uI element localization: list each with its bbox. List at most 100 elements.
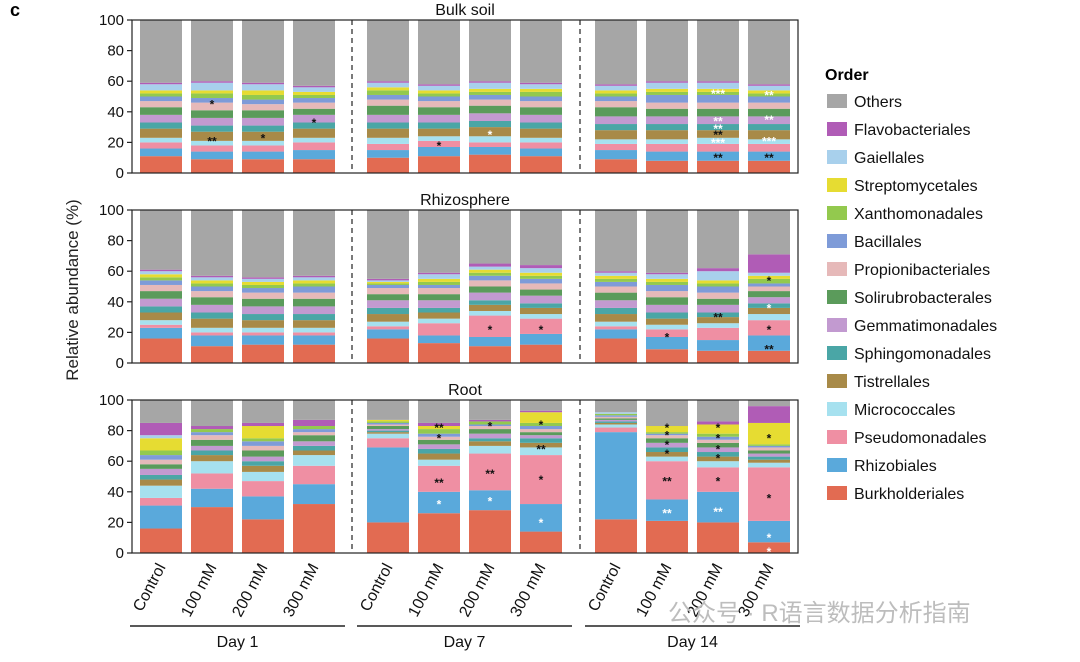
plot-frame bbox=[131, 19, 799, 174]
legend-title: Order bbox=[825, 67, 869, 84]
bar-segment bbox=[646, 447, 688, 453]
bar-segment bbox=[748, 254, 790, 273]
bar-segment bbox=[646, 210, 688, 273]
legend-item: Flavobacteriales bbox=[827, 122, 971, 139]
bar-segment bbox=[748, 108, 790, 117]
y-tick-label: 100 bbox=[99, 392, 124, 409]
bar-segment bbox=[595, 101, 637, 108]
bar bbox=[748, 20, 790, 173]
bar-segment bbox=[697, 317, 739, 324]
bar-segment bbox=[191, 151, 233, 160]
bar-segment bbox=[697, 210, 739, 269]
bar-segment bbox=[646, 284, 688, 292]
bar-segment bbox=[242, 422, 284, 427]
bar-segment bbox=[367, 422, 409, 425]
bar-segment bbox=[140, 137, 182, 143]
bar-segment bbox=[140, 422, 182, 436]
bar-segment bbox=[697, 298, 739, 305]
bar-segment bbox=[520, 333, 562, 345]
bar-segment bbox=[367, 400, 409, 420]
bar-segment bbox=[242, 438, 284, 442]
bar bbox=[520, 20, 562, 173]
bar-segment bbox=[191, 93, 233, 99]
bar-segment bbox=[418, 136, 460, 141]
bar-segment bbox=[520, 107, 562, 115]
bar-segment bbox=[595, 20, 637, 85]
bar bbox=[697, 400, 739, 553]
legend-swatch bbox=[827, 346, 847, 360]
bar-segment bbox=[140, 505, 182, 529]
bar-segment bbox=[293, 87, 335, 92]
bar-segment bbox=[140, 455, 182, 460]
bar-segment bbox=[293, 275, 335, 278]
bar-segment bbox=[646, 456, 688, 462]
bar-segment bbox=[748, 456, 790, 460]
bar-segment bbox=[748, 453, 790, 457]
bar-segment bbox=[418, 122, 460, 129]
bar-segment bbox=[367, 288, 409, 295]
bar-segment bbox=[293, 137, 335, 143]
bar-segment bbox=[418, 20, 460, 85]
bar-segment bbox=[748, 96, 790, 103]
bar-segment bbox=[595, 314, 637, 322]
bar-segment bbox=[646, 452, 688, 457]
bar-segment bbox=[469, 113, 511, 121]
panel-title: Root bbox=[448, 382, 482, 399]
bar-segment bbox=[191, 432, 233, 436]
bar-segment bbox=[367, 137, 409, 144]
bar-segment bbox=[520, 455, 562, 505]
bar-segment bbox=[140, 327, 182, 339]
bar-segment bbox=[595, 275, 637, 279]
bar-segment bbox=[697, 280, 739, 284]
bar-segment bbox=[697, 130, 739, 138]
bar-segment bbox=[748, 320, 790, 336]
bar-segment bbox=[367, 419, 409, 422]
bar-segment bbox=[469, 336, 511, 347]
bar-segment bbox=[140, 479, 182, 486]
bar-segment bbox=[520, 137, 562, 143]
bar-segment bbox=[418, 85, 460, 91]
y-tick-label: 0 bbox=[116, 355, 124, 372]
legend-swatch bbox=[827, 402, 847, 416]
bar-segment bbox=[697, 433, 739, 437]
bar-segment bbox=[191, 332, 233, 336]
bar bbox=[242, 20, 284, 173]
bar-segment bbox=[748, 291, 790, 298]
bar-segment bbox=[242, 441, 284, 446]
y-tick-label: 20 bbox=[107, 324, 124, 341]
legend-label: Tistrellales bbox=[854, 374, 930, 391]
bar-segment bbox=[697, 456, 739, 462]
bar-segment bbox=[418, 300, 460, 308]
y-tick-label: 40 bbox=[107, 484, 124, 501]
bar-segment bbox=[748, 462, 790, 468]
bar bbox=[293, 20, 335, 173]
bar-segment bbox=[140, 82, 182, 85]
legend-label: Xanthomonadales bbox=[854, 206, 983, 223]
legend-label: Streptomycetales bbox=[854, 178, 978, 195]
bar-segment bbox=[520, 426, 562, 430]
legend-item: Streptomycetales bbox=[827, 178, 978, 195]
bar-segment bbox=[748, 307, 790, 315]
bar-segment bbox=[469, 346, 511, 363]
legend-label: Solirubrobacterales bbox=[854, 290, 992, 307]
bar-segment bbox=[140, 468, 182, 475]
bar bbox=[469, 400, 511, 553]
bar-segment bbox=[520, 82, 562, 85]
bar-segment bbox=[293, 94, 335, 99]
bar-segment bbox=[748, 520, 790, 543]
bar-segment bbox=[469, 142, 511, 147]
significance-label: * bbox=[488, 494, 493, 508]
bar-segment bbox=[418, 491, 460, 514]
bar-segment bbox=[191, 82, 233, 91]
bar-segment bbox=[418, 448, 460, 454]
bar-segment bbox=[293, 432, 335, 436]
bar-segment bbox=[367, 20, 409, 82]
bar-segment bbox=[646, 291, 688, 298]
bar-segment bbox=[191, 346, 233, 363]
bar-segment bbox=[140, 291, 182, 299]
legend: Order Others Flavobacteriales Gaiellales St… bbox=[825, 67, 997, 503]
bar-segment bbox=[367, 210, 409, 279]
bar-segment bbox=[595, 413, 637, 416]
